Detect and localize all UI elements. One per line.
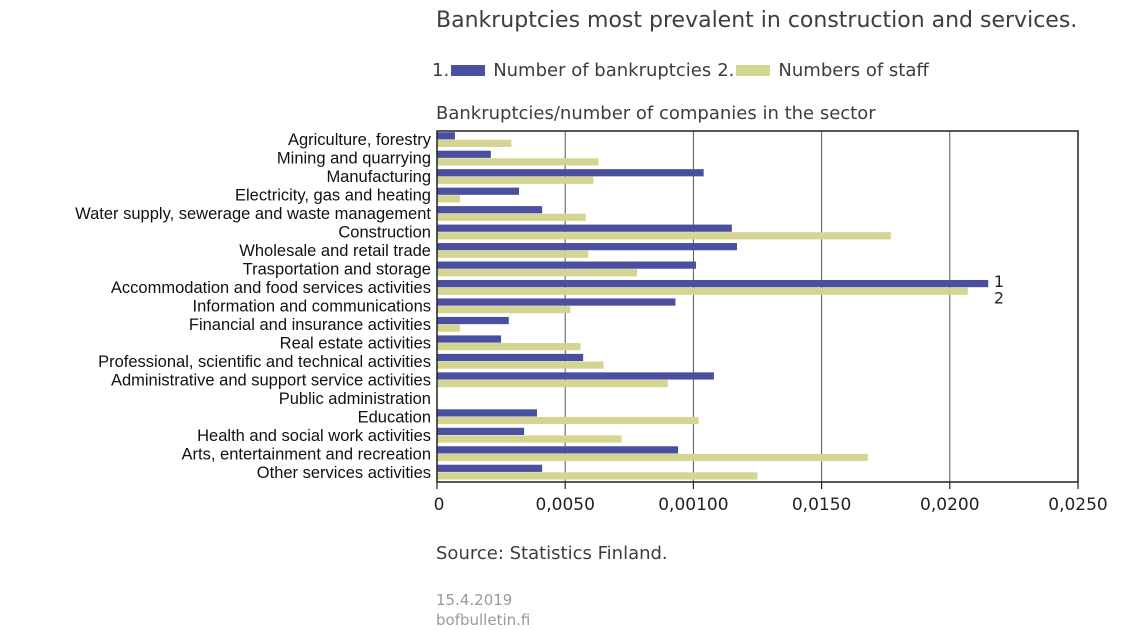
category-label: Mining and quarrying	[277, 150, 431, 168]
bar	[437, 353, 584, 362]
legend-label-bankruptcies: Number of bankruptcies	[493, 60, 712, 81]
bar	[437, 409, 537, 417]
bar	[437, 298, 676, 306]
bar	[437, 187, 520, 195]
x-tick-label: 0,0050	[535, 495, 594, 515]
plot-frame	[436, 130, 1079, 483]
category-label: Agriculture, forestry	[288, 131, 432, 149]
publish-date: 15.4.2019	[436, 591, 513, 609]
category-label: Administrative and support service activ…	[111, 371, 431, 389]
category-label: Manufacturing	[326, 168, 431, 186]
legend-label-staff: Numbers of staff	[778, 60, 929, 81]
bar	[437, 335, 502, 343]
bar	[437, 287, 968, 295]
bar	[437, 158, 599, 166]
legend-item-bankruptcies: 1. Number of bankruptcies	[432, 60, 711, 81]
legend-item-staff: 2. Numbers of staff	[717, 60, 929, 81]
x-tick-label: 0,0150	[792, 495, 851, 515]
category-label: Professional, scientific and technical a…	[98, 353, 431, 371]
bar	[437, 435, 622, 443]
x-tick-label: 0	[434, 495, 445, 515]
legend: 1. Number of bankruptcies 2. Numbers of …	[432, 60, 935, 81]
legend-swatch-staff	[736, 65, 771, 76]
bar	[437, 427, 525, 435]
bar	[437, 464, 543, 472]
category-label: Accommodation and food services activiti…	[111, 279, 431, 297]
bar	[437, 361, 604, 369]
bar	[437, 176, 594, 184]
series-label-1: 1	[994, 272, 1004, 291]
category-label: Health and social work activities	[197, 427, 431, 445]
bar	[437, 250, 589, 258]
bar	[437, 306, 571, 314]
category-label: Arts, entertainment and recreation	[182, 445, 431, 463]
bar	[437, 416, 699, 425]
legend-swatch-bankruptcies	[451, 65, 486, 76]
category-label: Water supply, sewerage and waste managem…	[75, 205, 431, 223]
bar	[437, 269, 637, 277]
bar	[437, 261, 696, 269]
bar	[437, 206, 543, 214]
bar	[437, 446, 679, 454]
legend-marker-1: 1.	[432, 60, 450, 81]
category-label: Wholesale and retail trade	[239, 242, 431, 260]
chart-title: Bankruptcies most prevalent in construct…	[436, 8, 1078, 33]
x-tick-label: 0,00100	[658, 495, 728, 515]
bar	[437, 169, 704, 177]
bar	[437, 139, 512, 147]
category-label: Trasportation and storage	[243, 261, 431, 279]
legend-marker-2: 2.	[717, 60, 735, 81]
bar	[437, 472, 758, 480]
x-tick-label: 0,0200	[920, 495, 979, 515]
bar	[437, 453, 868, 462]
category-label: Public administration	[279, 390, 431, 408]
bar	[437, 224, 732, 232]
bar	[437, 150, 491, 158]
series-label-2: 2	[994, 288, 1004, 307]
bar	[437, 132, 455, 140]
category-label: Information and communications	[193, 298, 431, 316]
bar	[437, 195, 461, 203]
bar	[437, 279, 989, 288]
bar	[437, 324, 461, 332]
category-label: Electricity, gas and heating	[235, 187, 431, 205]
category-label: Real estate activities	[280, 334, 431, 352]
site-name: bofbulletin.fi	[436, 611, 531, 629]
category-label: Financial and insurance activities	[189, 316, 431, 334]
category-label: Education	[358, 408, 431, 426]
bar	[437, 379, 668, 388]
chart-subtitle: Bankruptcies/number of companies in the …	[436, 103, 876, 124]
category-label: Construction	[338, 224, 431, 242]
bar	[437, 213, 586, 221]
x-tick-label: 0,0250	[1048, 495, 1107, 515]
bar	[437, 232, 891, 240]
bar	[437, 316, 509, 325]
source-note: Source: Statistics Finland.	[436, 543, 668, 564]
bar	[437, 372, 714, 380]
bar	[437, 343, 581, 351]
category-label: Other services activities	[257, 464, 431, 482]
bar	[437, 243, 737, 251]
